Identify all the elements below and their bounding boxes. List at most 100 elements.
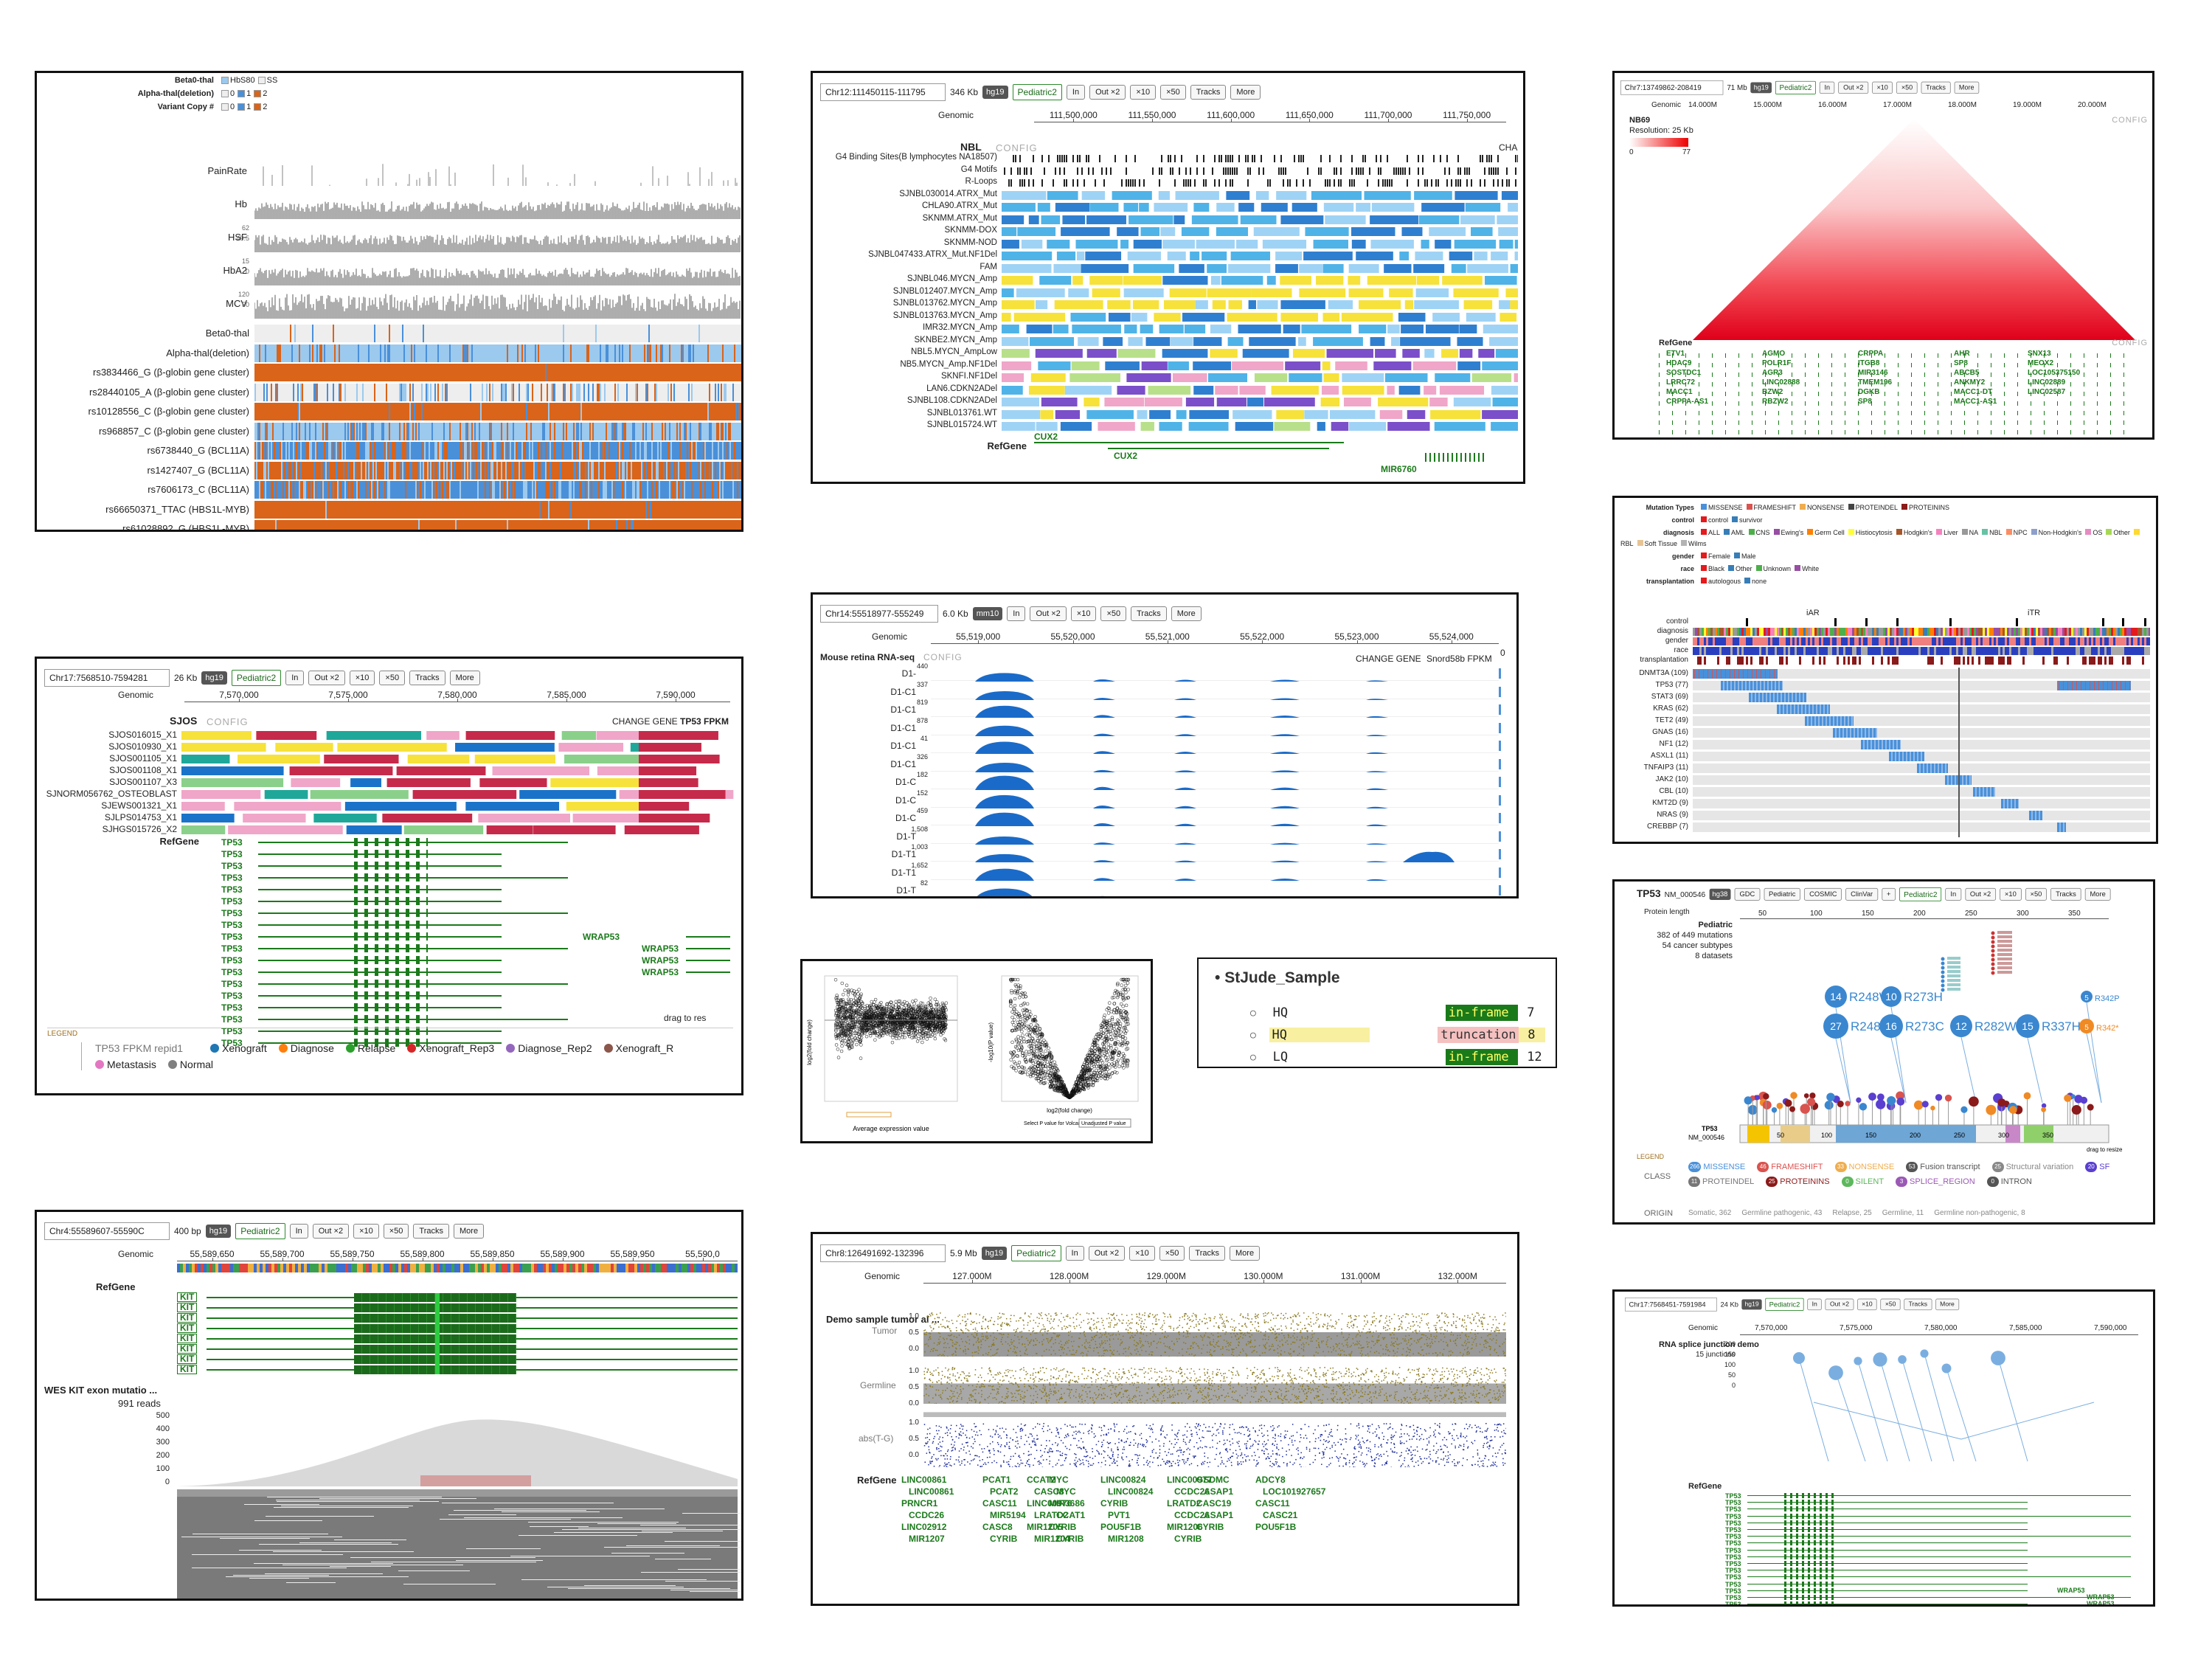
zoom-in-button[interactable]: In [1065, 1246, 1084, 1261]
x-axis-label: Average expression value [853, 1125, 929, 1132]
mutation-bubble[interactable] [2079, 1019, 2094, 1033]
mutation-bubble[interactable] [1879, 1014, 1903, 1038]
zoom-50-button[interactable]: ×50 [383, 1224, 409, 1239]
zoom-10-button[interactable]: ×10 [2000, 887, 2022, 901]
more-button[interactable]: More [1935, 1298, 1959, 1311]
zoom-50-button[interactable]: ×50 [1159, 1246, 1185, 1261]
tracks-button[interactable]: Tracks [2050, 887, 2081, 901]
tracks-button[interactable]: Tracks [413, 1224, 450, 1239]
coordinate-input[interactable]: Chr8:126491692-132396 [820, 1244, 946, 1262]
coordinate-input[interactable]: Chr7:13749862-208419 [1620, 80, 1724, 95]
tab-gdc[interactable]: GDC [1734, 887, 1761, 901]
zoom-10-button[interactable]: ×10 [1871, 81, 1893, 94]
axis-tick: 0.5 [909, 1329, 919, 1337]
tracks-button[interactable]: Tracks [409, 671, 445, 685]
zoom-in-button[interactable]: In [1007, 606, 1026, 621]
tab-pediatric[interactable]: Pediatric [1764, 887, 1801, 901]
zoom-out-button[interactable]: Out ×2 [1838, 81, 1868, 94]
tab-cosmic[interactable]: COSMIC [1804, 887, 1842, 901]
tab-clinvar[interactable]: ClinVar [1845, 887, 1878, 901]
zoom-out-button[interactable]: Out ×2 [1825, 1298, 1854, 1311]
tracks-button[interactable]: Tracks [1921, 81, 1951, 94]
bubble-count: 16 [1885, 1020, 1897, 1032]
ruler-axis [1740, 1334, 2138, 1335]
zoom-out-button[interactable]: Out ×2 [1088, 1246, 1126, 1261]
change-gene-button[interactable]: CHANGE GENE [612, 716, 678, 727]
tracks-button[interactable]: Tracks [1189, 1246, 1225, 1261]
base [578, 1264, 581, 1272]
config-button[interactable]: CONFIG [996, 142, 1038, 153]
row-label: D1-T1 [891, 849, 916, 859]
zoom-10-button[interactable]: ×10 [1130, 85, 1157, 100]
zoom-10-button[interactable]: ×10 [349, 671, 375, 685]
mutation-bubble[interactable] [1825, 986, 1847, 1008]
tracks-button[interactable]: Tracks [1904, 1298, 1932, 1311]
more-button[interactable]: More [1954, 81, 1980, 94]
radio-icon[interactable]: ○ [1250, 1007, 1256, 1019]
config-button[interactable]: CONFIG [923, 652, 963, 662]
mutation-block [1973, 787, 1995, 797]
gene-label: LRATD2 [1034, 1510, 1069, 1520]
coordinate-input[interactable]: Chr17:7568451-7591984 [1625, 1298, 1717, 1312]
chart-label: CHA [1499, 142, 1518, 153]
row-label: D1-C1 [890, 758, 916, 769]
ruler-tick [1360, 1280, 1362, 1284]
tracks-button[interactable]: Tracks [1190, 85, 1227, 100]
change-gene-button[interactable]: CHANGE GENE [1356, 654, 1421, 664]
zoom-50-button[interactable]: ×50 [1160, 85, 1186, 100]
zoom-10-button[interactable]: ×10 [1070, 606, 1097, 621]
axis-tick: 50 [1727, 1371, 1736, 1379]
zoom-out-button[interactable]: Out ×2 [1030, 606, 1067, 621]
zoom-in-button[interactable]: In [1807, 1298, 1823, 1311]
zoom-50-button[interactable]: ×50 [1100, 606, 1127, 621]
base [682, 1264, 684, 1272]
config-button-2[interactable]: CONFIG [2112, 339, 2148, 347]
base [333, 1264, 336, 1272]
more-button[interactable]: More [2084, 887, 2111, 901]
radio-icon[interactable]: ○ [1250, 1051, 1256, 1063]
zoom-10-button[interactable]: ×10 [1856, 1298, 1877, 1311]
zoom-out-button[interactable]: Out ×2 [312, 1224, 350, 1239]
coordinate-input[interactable]: Chr12:111450115-111795 [820, 83, 946, 101]
legend-swatch [1848, 529, 1854, 535]
row-baseline [931, 897, 1499, 898]
config-button[interactable]: CONFIG [207, 716, 249, 727]
coordinate-input[interactable]: Chr17:7568510-7594281 [44, 669, 170, 687]
radio-icon[interactable]: ○ [1250, 1029, 1256, 1041]
config-button[interactable]: CONFIG [2112, 116, 2148, 125]
zoom-10-button[interactable]: ×10 [1129, 1246, 1155, 1261]
more-button[interactable]: More [1171, 606, 1202, 621]
read-gap [527, 1522, 679, 1523]
coordinate-input[interactable]: Chr4:55589607-55590C [44, 1222, 170, 1240]
zoom-50-button[interactable]: ×50 [2025, 887, 2048, 901]
base [304, 1264, 307, 1272]
zoom-10-button[interactable]: ×10 [353, 1224, 379, 1239]
track-label: Hb [235, 198, 247, 209]
zoom-50-button[interactable]: ×50 [1896, 81, 1918, 94]
mutation-bubble[interactable] [2081, 991, 2093, 1002]
gene-label: DNMT3A (109) [1639, 669, 1688, 677]
pvalue-select[interactable] [1078, 1118, 1131, 1128]
zoom-in-button[interactable]: In [1945, 887, 1961, 901]
mutation-bubble[interactable] [2016, 1014, 2039, 1038]
zoom-out-button[interactable]: Out ×2 [1089, 85, 1126, 100]
zoom-in-button[interactable]: In [285, 671, 305, 685]
zoom-in-button[interactable]: In [1819, 81, 1835, 94]
more-button[interactable]: More [1230, 85, 1261, 100]
mutation-bubble[interactable] [1881, 986, 1901, 1007]
zoom-in-button[interactable]: In [1066, 85, 1086, 100]
zoom-in-button[interactable]: In [289, 1224, 308, 1239]
more-button[interactable]: More [1230, 1246, 1261, 1261]
zoom-50-button[interactable]: ×50 [1880, 1298, 1901, 1311]
more-button[interactable]: More [454, 1224, 485, 1239]
add-tab-button[interactable]: + [1882, 887, 1896, 901]
tracks-button[interactable]: Tracks [1131, 606, 1167, 621]
more-button[interactable]: More [449, 671, 480, 685]
zoom-50-button[interactable]: ×50 [379, 671, 406, 685]
mutation-bubble[interactable] [1823, 1014, 1848, 1039]
zoom-out-button[interactable]: Out ×2 [308, 671, 345, 685]
mutation-bubble[interactable] [1950, 1015, 1972, 1037]
zoom-out-button[interactable]: Out ×2 [1965, 887, 1997, 901]
legend-item-label: Metastasis [107, 1059, 156, 1070]
coordinate-input[interactable]: Chr14:55518977-555249 [820, 605, 938, 623]
